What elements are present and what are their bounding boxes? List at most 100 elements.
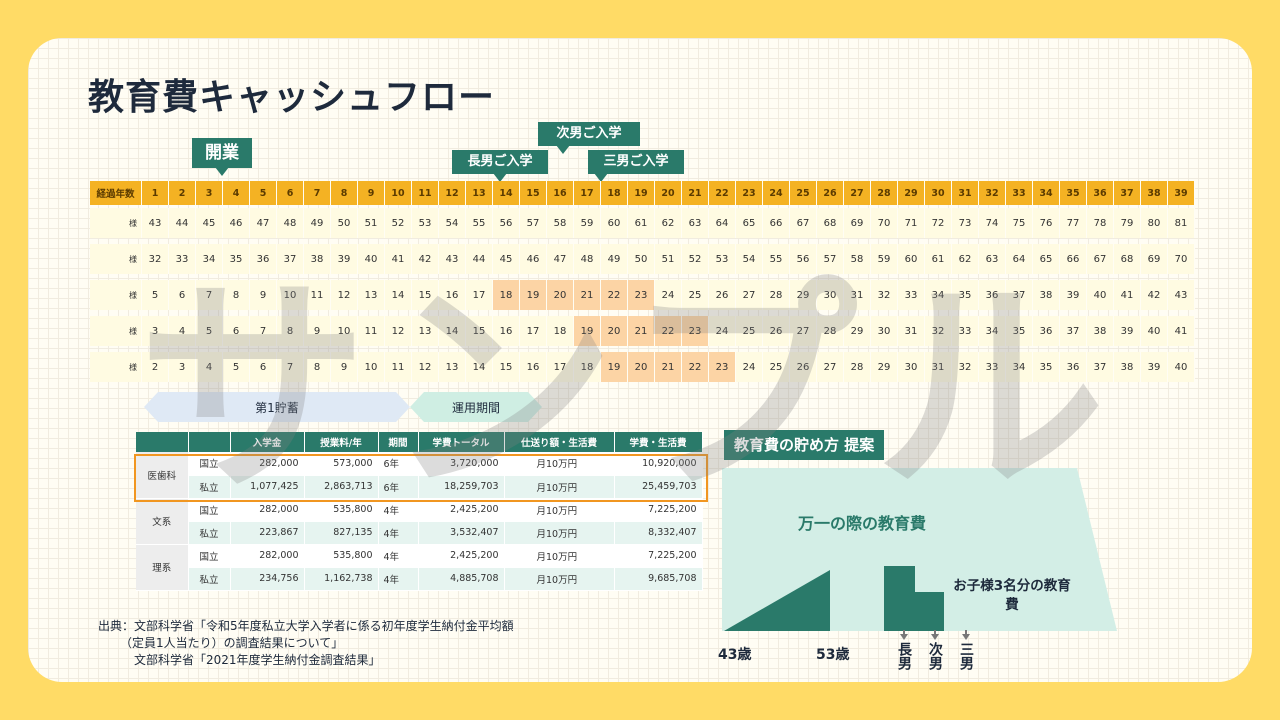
timeline-age: 38 xyxy=(1033,280,1060,310)
cost-table: 入学金 授業料/年 期間 学費トータル 仕送り額・生活費 学費・生活費 医歯科 国立 282,0… xyxy=(136,432,703,591)
timeline-year: 38 xyxy=(1141,181,1168,205)
investing-band-shape xyxy=(410,392,542,422)
timeline-age: 26 xyxy=(763,316,790,346)
timeline-age: 18 xyxy=(547,316,574,346)
medical-highlight-box xyxy=(134,454,708,502)
age-start-label: 43歳 xyxy=(718,647,752,663)
timeline-age: 45 xyxy=(196,208,223,238)
timeline-year: 23 xyxy=(736,181,763,205)
source-line-3: 文部科学省「2021年度学生納付金調査結果」 xyxy=(134,653,381,667)
timeline-age: 51 xyxy=(655,244,682,274)
timeline-age: 52 xyxy=(385,208,412,238)
timeline-age: 36 xyxy=(250,244,277,274)
table-cell-total: 3,720,000 xyxy=(418,452,505,476)
table-cell-grand: 10,920,000 xyxy=(614,452,703,476)
timeline-age: 19 xyxy=(520,280,547,310)
timeline-age: 34 xyxy=(925,280,952,310)
timeline-age: 67 xyxy=(790,208,817,238)
timeline-age: 67 xyxy=(1087,244,1114,274)
timeline-year: 17 xyxy=(574,181,601,205)
timeline-row-label: 様 xyxy=(90,352,142,382)
table-header: 学費トータル xyxy=(418,432,505,452)
timeline-year: 28 xyxy=(871,181,898,205)
timeline-age: 58 xyxy=(547,208,574,238)
children-fund-block xyxy=(884,566,944,631)
timeline-age: 41 xyxy=(1114,280,1141,310)
timeline-age: 23 xyxy=(628,280,655,310)
timeline-age: 35 xyxy=(223,244,250,274)
timeline-year: 4 xyxy=(223,181,250,205)
timeline-age: 49 xyxy=(304,208,331,238)
timeline-age: 23 xyxy=(682,316,709,346)
timeline-age: 55 xyxy=(763,244,790,274)
timeline-age: 16 xyxy=(520,352,547,382)
timeline-year: 3 xyxy=(196,181,223,205)
timeline-age: 3 xyxy=(142,316,169,346)
timeline-year: 31 xyxy=(952,181,979,205)
timeline-age: 59 xyxy=(574,208,601,238)
table-group-label: 文系 xyxy=(136,498,189,545)
table-cell-period: 6年 xyxy=(378,475,419,499)
timeline-age: 73 xyxy=(952,208,979,238)
timeline-age: 69 xyxy=(844,208,871,238)
table-row: 私立 1,077,425 2,863,713 6年 18,259,703 月10万円 25,… xyxy=(136,475,703,499)
timeline-age: 25 xyxy=(763,352,790,382)
timeline-age: 24 xyxy=(655,280,682,310)
timeline-age: 7 xyxy=(196,280,223,310)
timeline-age: 3 xyxy=(169,352,196,382)
table-cell-grand: 7,225,200 xyxy=(614,544,703,568)
timeline-age: 72 xyxy=(925,208,952,238)
timeline-age: 20 xyxy=(628,352,655,382)
timeline-age: 28 xyxy=(817,316,844,346)
timeline-age: 53 xyxy=(709,244,736,274)
timeline-age: 38 xyxy=(304,244,331,274)
timeline-age: 27 xyxy=(736,280,763,310)
timeline-age: 13 xyxy=(358,280,385,310)
timeline-age: 63 xyxy=(682,208,709,238)
timeline-year: 30 xyxy=(925,181,952,205)
timeline-age: 14 xyxy=(439,316,466,346)
timeline-age: 15 xyxy=(466,316,493,346)
table-group-label: 理系 xyxy=(136,544,189,591)
timeline-age: 13 xyxy=(439,352,466,382)
timeline-age: 40 xyxy=(1087,280,1114,310)
timeline-age: 21 xyxy=(655,352,682,382)
timeline-age: 65 xyxy=(736,208,763,238)
timeline-age: 55 xyxy=(466,208,493,238)
timeline-age: 46 xyxy=(520,244,547,274)
timeline-age: 81 xyxy=(1168,208,1195,238)
table-header: 期間 xyxy=(378,432,419,452)
table-cell-tuition: 2,863,713 xyxy=(304,475,379,499)
timeline-row-label: 様 xyxy=(90,244,142,274)
table-cell-living: 月10万円 xyxy=(504,544,615,568)
table-cell-enroll: 234,756 xyxy=(230,567,305,591)
emergency-fund-label: 万一の際の教育費 xyxy=(798,514,927,533)
timeline-age: 17 xyxy=(466,280,493,310)
table-cell-grand: 7,225,200 xyxy=(614,498,703,522)
timeline-age: 41 xyxy=(385,244,412,274)
timeline-age: 63 xyxy=(979,244,1006,274)
timeline-age: 43 xyxy=(142,208,169,238)
timeline-year: 26 xyxy=(817,181,844,205)
timeline-age: 70 xyxy=(1168,244,1195,274)
timeline-year: 15 xyxy=(520,181,547,205)
investing-band-label: 運用期間 xyxy=(451,400,500,415)
timeline-year: 25 xyxy=(790,181,817,205)
timeline-age: 58 xyxy=(844,244,871,274)
timeline-age: 18 xyxy=(574,352,601,382)
timeline-age: 36 xyxy=(1060,352,1087,382)
table-cell-enroll: 282,000 xyxy=(230,498,305,522)
timeline-year: 36 xyxy=(1087,181,1114,205)
timeline-age: 17 xyxy=(520,316,547,346)
page-title: 教育費キャッシュフロー xyxy=(88,77,496,118)
timeline-row: 様 3 4 5 6 7 8 9 10 11 12 13 14 15 16 17 18 19 20 21 22 23 24 25… xyxy=(90,316,1195,346)
timeline-year: 39 xyxy=(1168,181,1195,205)
timeline-age: 10 xyxy=(358,352,385,382)
timeline-age: 28 xyxy=(763,280,790,310)
table-row: 文系 国立 282,000 535,800 4年 2,425,200 月10万円 7,225,… xyxy=(136,498,703,545)
timeline-age: 5 xyxy=(142,280,169,310)
timeline-age: 7 xyxy=(250,316,277,346)
timeline-year: 35 xyxy=(1060,181,1087,205)
table-header: 授業料/年 xyxy=(304,432,379,452)
saving-band-shape xyxy=(144,392,410,422)
